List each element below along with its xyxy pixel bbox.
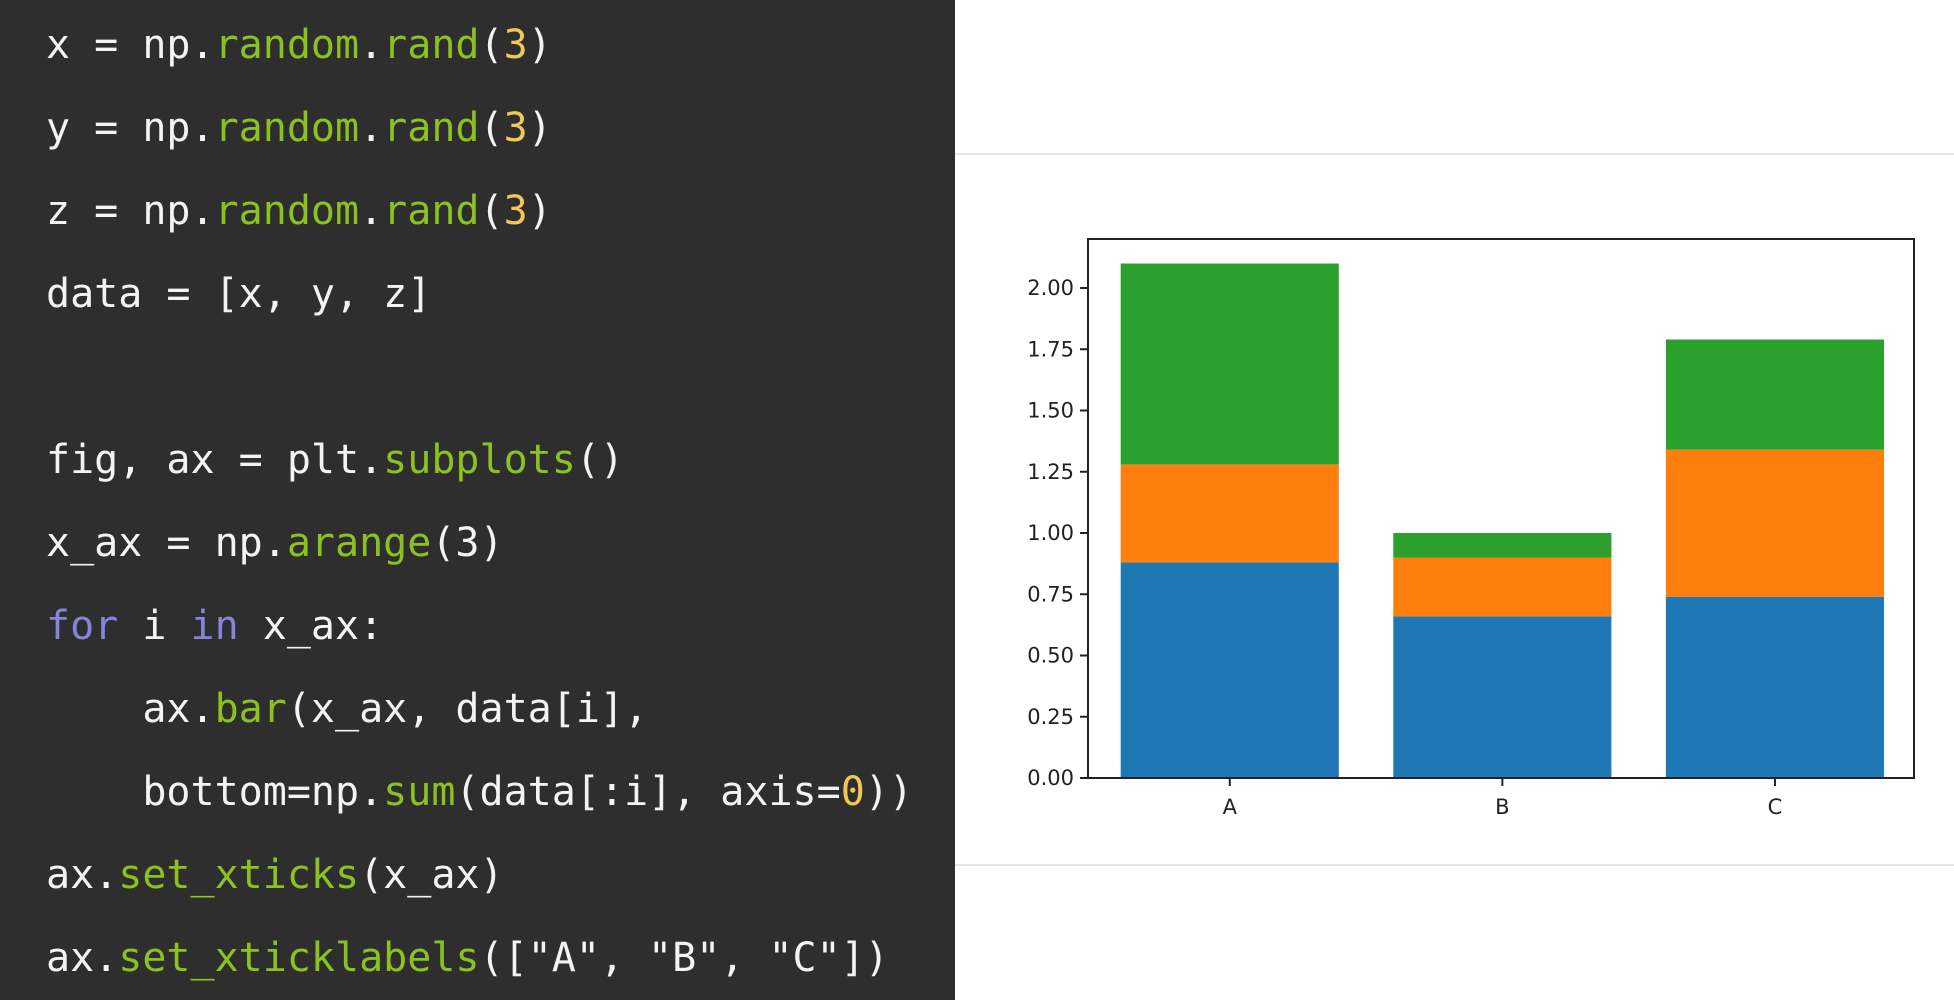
code-token: x_ax = np. (46, 520, 287, 566)
bar-segment-C-series-2 (1665, 339, 1884, 450)
code-token: for (46, 603, 119, 649)
code-line: ax.set_xticklabels(["A", "B", "C"]) (46, 913, 955, 996)
chart-panel: 0.00 0.25 0.50 0.75 1.00 1.25 1.50 1.75 2.00 A B C (955, 0, 1954, 1000)
bar-segment-C-series-0 (1665, 596, 1884, 778)
code-token: 3 (503, 105, 528, 151)
y-tick-label: 0.25 (1027, 705, 1074, 729)
bar-segment-A-series-1 (1120, 464, 1339, 563)
code-token: bottom=np. (46, 769, 384, 815)
bar-chart: 0.00 0.25 0.50 0.75 1.00 1.25 1.50 1.75 2.00 A B C (1027, 238, 1915, 819)
y-tick-label: 0.75 (1027, 582, 1074, 606)
y-tick-label: 1.75 (1027, 337, 1074, 361)
bar-segment-B-series-0 (1393, 616, 1612, 778)
code-token: sum (383, 769, 456, 815)
code-line: x_ax = np.arange(3) (46, 498, 955, 581)
bar-segment-B-series-2 (1393, 533, 1612, 558)
code-token: 3 (503, 22, 528, 68)
code-token: arange (286, 520, 432, 566)
code-line: for i in x_ax: (46, 581, 955, 664)
code-token: (x_ax) (359, 852, 504, 898)
y-tick-label: 2.00 (1027, 276, 1074, 300)
code-token: subplots (383, 437, 576, 483)
x-tick-label: B (1495, 795, 1509, 819)
code-token: ( (479, 22, 504, 68)
top-divider (955, 153, 1954, 155)
bar-segment-C-series-1 (1665, 449, 1884, 597)
code-line: x = np.random.rand(3) (46, 0, 955, 83)
code-panel: x = np.random.rand(3) y = np.random.rand(… (0, 0, 955, 1000)
code-line: ax.bar(x_ax, data[i], (46, 664, 955, 747)
code-token: x = np. (46, 22, 215, 68)
code-line (46, 332, 955, 415)
code-token: ax. (46, 852, 119, 898)
code-line: z = np.random.rand(3) (46, 166, 955, 249)
code-token: () (575, 437, 624, 483)
code-token: ax. (46, 686, 215, 732)
code-token: y = np. (46, 105, 215, 151)
y-tick-label: 1.00 (1027, 521, 1074, 545)
code-line: ax.set_xticks(x_ax) (46, 830, 955, 913)
code-token: set_xticklabels (118, 935, 480, 981)
code-token: in (190, 603, 239, 649)
code-token: 3 (503, 188, 528, 234)
code-token: ax. (46, 935, 119, 981)
code-token: 0 (840, 769, 865, 815)
code-token: rand (383, 22, 480, 68)
code-token: ) (527, 188, 552, 234)
x-tick-label: C (1768, 795, 1783, 819)
code-token: . (359, 188, 384, 234)
code-token: ( (479, 188, 504, 234)
code-token: random (214, 22, 360, 68)
code-token: random (214, 105, 360, 151)
code-token: z = np. (46, 188, 215, 234)
bar-segment-B-series-1 (1393, 557, 1612, 617)
y-tick-label: 1.50 (1027, 399, 1074, 423)
code-token: ( (479, 105, 504, 151)
bottom-divider (955, 864, 1954, 866)
code-token: )) (864, 769, 913, 815)
bar-segment-A-series-2 (1120, 263, 1339, 465)
code-token: (data[:i], axis= (455, 769, 841, 815)
bar-segment-A-series-0 (1120, 562, 1339, 778)
code-token: (3) (431, 520, 504, 566)
y-tick-label: 0.00 (1027, 766, 1074, 790)
code-token: . (359, 105, 384, 151)
code-line: y = np.random.rand(3) (46, 83, 955, 166)
code-token: set_xticks (118, 852, 360, 898)
code-token: i (118, 603, 191, 649)
y-tick-label: 1.25 (1027, 460, 1074, 484)
code-token: random (214, 188, 360, 234)
code-line: bottom=np.sum(data[:i], axis=0)) (46, 747, 955, 830)
code-token: . (359, 22, 384, 68)
plot-frame (1087, 238, 1915, 779)
code-token: rand (383, 188, 480, 234)
code-token: ) (527, 105, 552, 151)
code-token: (x_ax, data[i], (286, 686, 649, 732)
code-token: bar (214, 686, 287, 732)
code-token: x_ax: (238, 603, 384, 649)
code-line: fig, ax = plt.subplots() (46, 415, 955, 498)
code-token: rand (383, 105, 480, 151)
x-tick-label: A (1223, 795, 1238, 819)
code-token: data = [x, y, z] (46, 271, 432, 317)
code-token: fig, ax = plt. (46, 437, 384, 483)
code-line: data = [x, y, z] (46, 249, 955, 332)
code-token: ) (527, 22, 552, 68)
y-tick-label: 0.50 (1027, 644, 1074, 668)
code-token: (["A", "B", "C"]) (479, 935, 889, 981)
